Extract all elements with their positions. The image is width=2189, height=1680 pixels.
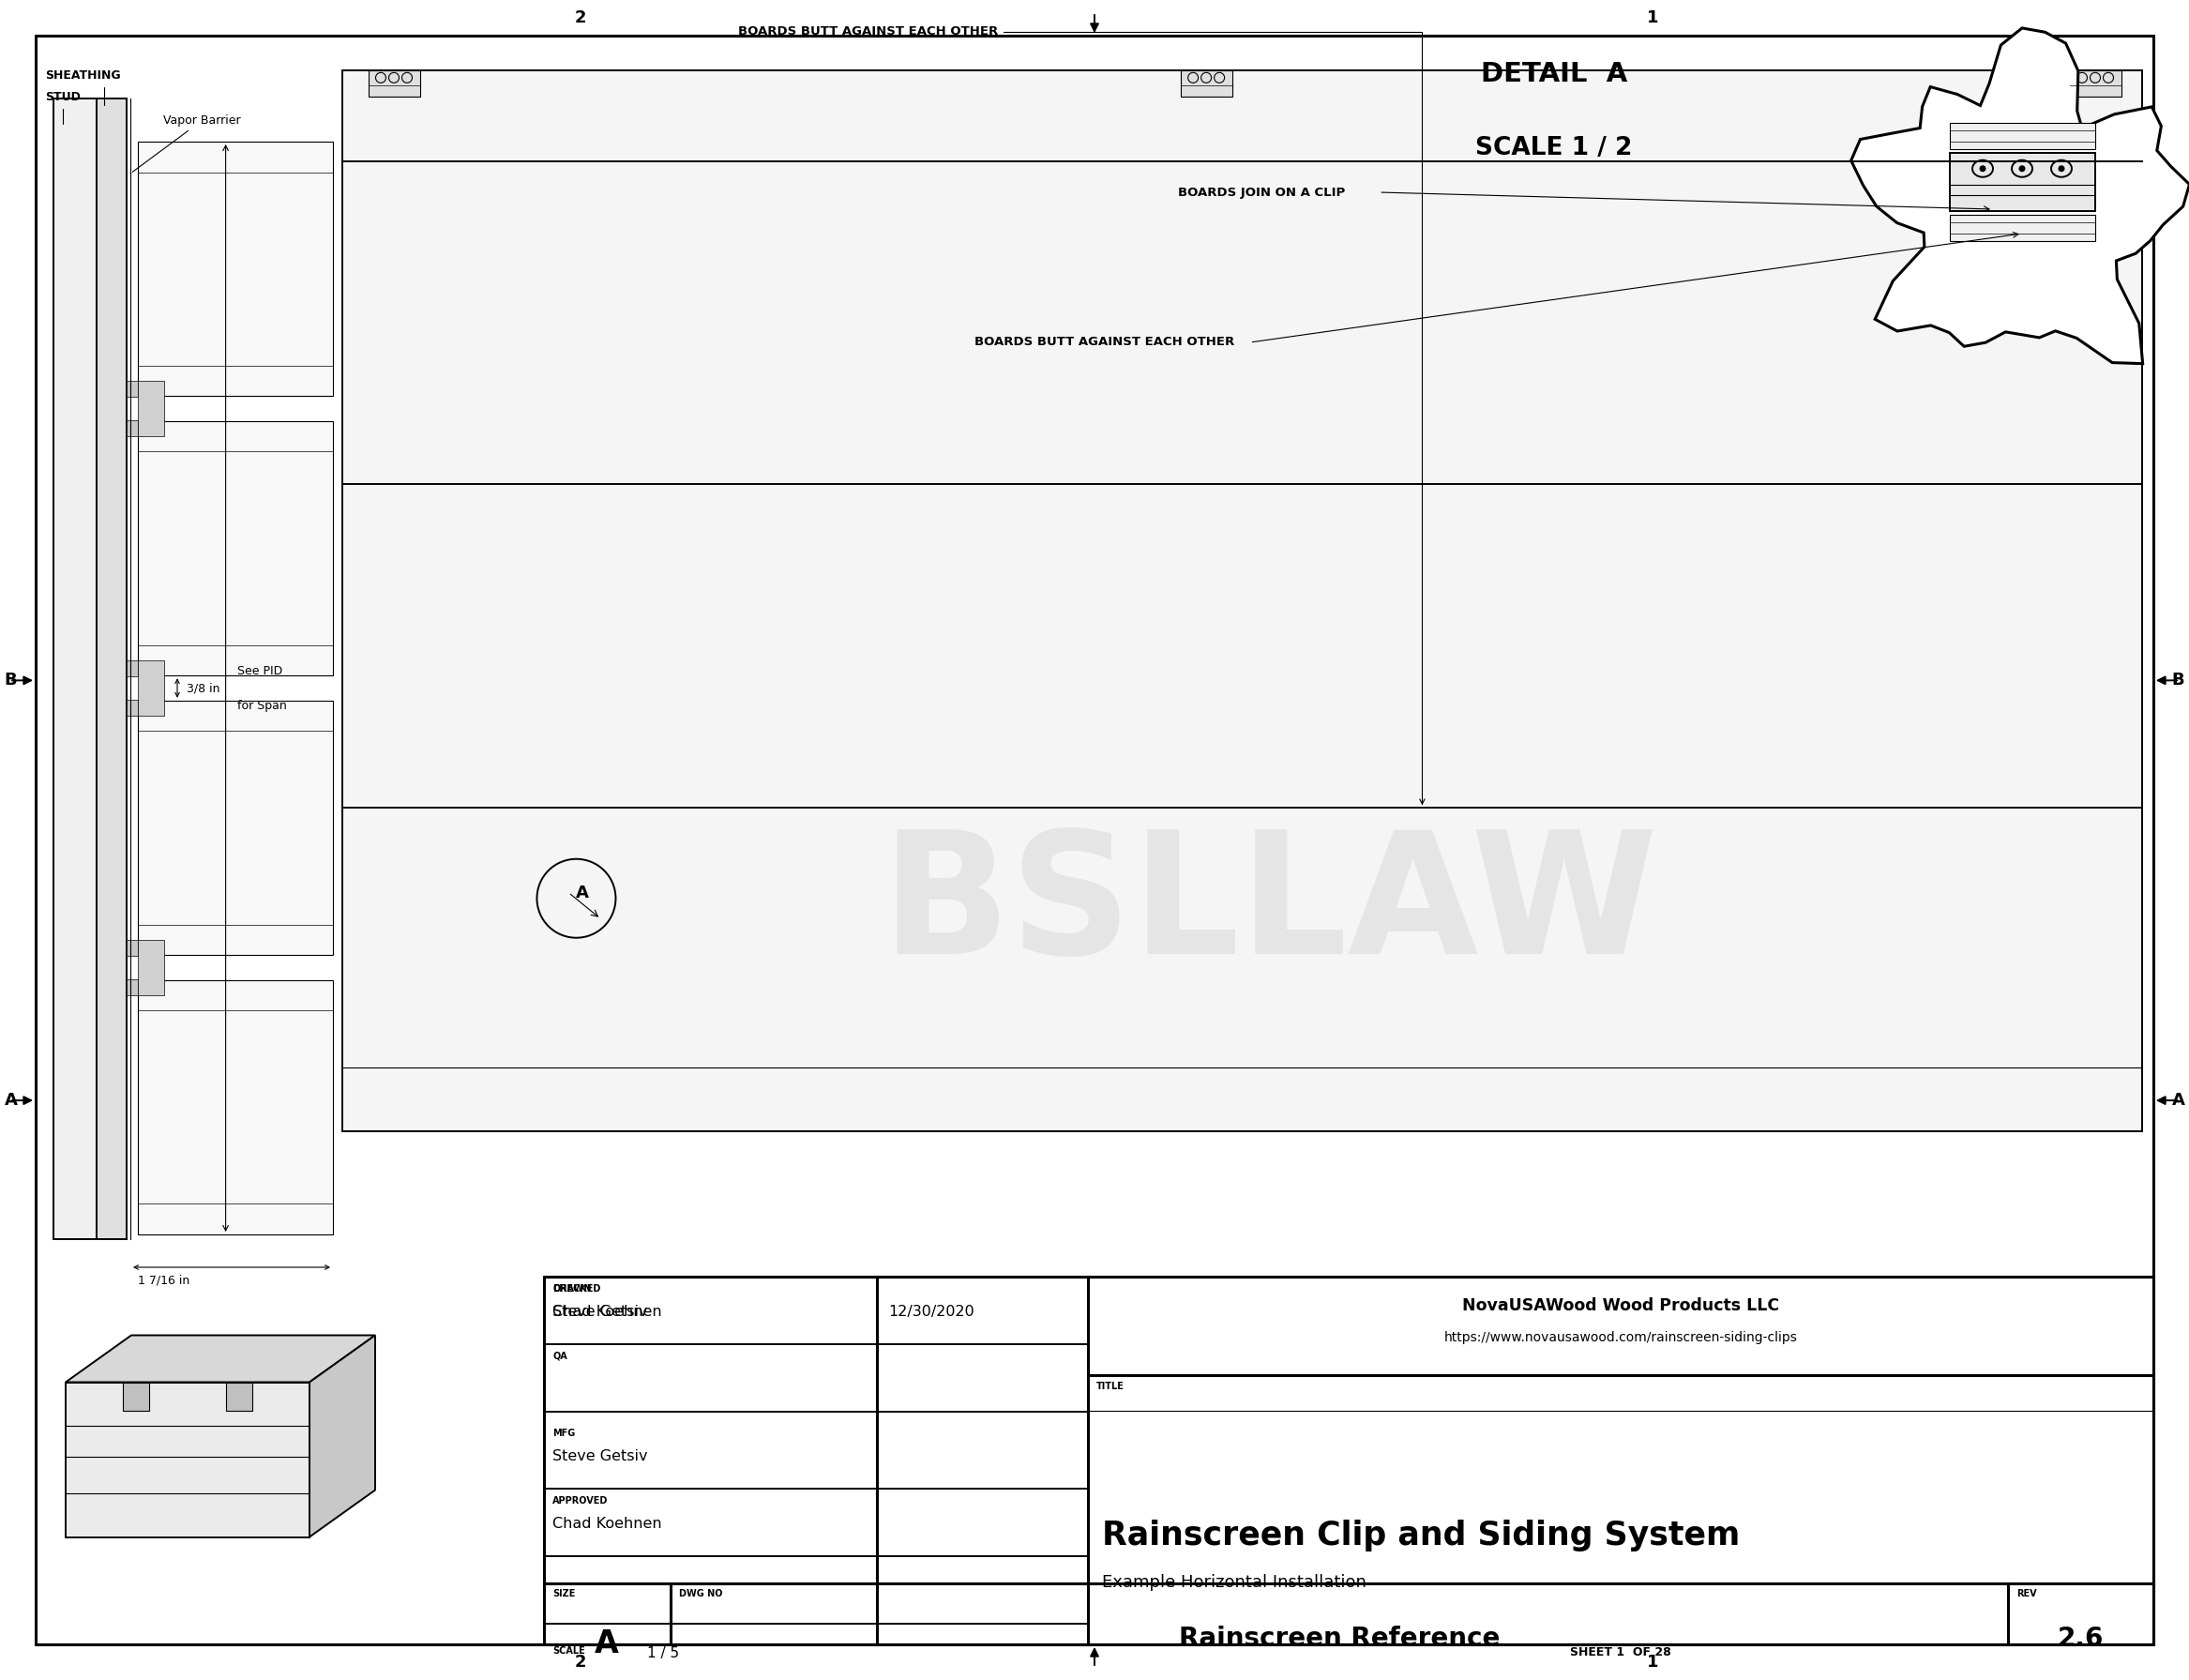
Text: 1: 1 xyxy=(1646,10,1659,27)
Text: DWG NO: DWG NO xyxy=(679,1589,722,1598)
Text: REV: REV xyxy=(2016,1589,2036,1598)
Polygon shape xyxy=(123,1383,149,1410)
Bar xyxy=(53,99,96,1240)
Text: Chad Koehnen: Chad Koehnen xyxy=(552,1305,661,1319)
Polygon shape xyxy=(225,1383,252,1410)
Polygon shape xyxy=(309,1336,374,1537)
Bar xyxy=(96,99,127,1240)
Text: A: A xyxy=(595,1628,619,1660)
Bar xyxy=(127,701,138,716)
Text: 3/8 in: 3/8 in xyxy=(186,682,219,694)
Text: A: A xyxy=(4,1092,18,1109)
Text: QA: QA xyxy=(552,1352,567,1361)
Text: 1 7/16 in: 1 7/16 in xyxy=(138,1275,190,1287)
Bar xyxy=(127,420,138,437)
Text: 2: 2 xyxy=(574,10,587,27)
Polygon shape xyxy=(66,1336,374,1383)
Bar xyxy=(138,381,164,437)
Text: B: B xyxy=(2171,672,2185,689)
Text: 2: 2 xyxy=(574,1653,587,1670)
Text: Chad Koehnen: Chad Koehnen xyxy=(552,1517,661,1530)
Text: BSLLAW: BSLLAW xyxy=(882,825,1657,990)
Bar xyxy=(127,660,138,675)
Text: Vapor Barrier: Vapor Barrier xyxy=(134,114,241,171)
Text: Rainscreen Reference: Rainscreen Reference xyxy=(1178,1626,1499,1651)
Text: DETAIL  A: DETAIL A xyxy=(1482,60,1626,87)
Bar xyxy=(2069,71,2121,97)
Text: MFG: MFG xyxy=(552,1428,576,1438)
Bar xyxy=(138,141,333,396)
Text: 12/30/2020: 12/30/2020 xyxy=(889,1305,974,1319)
Bar xyxy=(127,381,138,396)
Text: BOARDS BUTT AGAINST EACH OTHER: BOARDS BUTT AGAINST EACH OTHER xyxy=(738,25,1425,805)
Text: DRAWN: DRAWN xyxy=(552,1284,591,1294)
Bar xyxy=(127,941,138,956)
Polygon shape xyxy=(1852,29,2189,363)
Polygon shape xyxy=(66,1383,309,1537)
Text: NovaUSAWood Wood Products LLC: NovaUSAWood Wood Products LLC xyxy=(1462,1297,1780,1314)
Text: B: B xyxy=(4,672,18,689)
Bar xyxy=(138,701,333,954)
Bar xyxy=(1950,123,2095,150)
Text: See PID: See PID xyxy=(236,665,282,677)
Text: SIZE: SIZE xyxy=(552,1589,576,1598)
Bar xyxy=(1950,153,2095,212)
Bar xyxy=(1950,215,2095,240)
Text: STUD: STUD xyxy=(46,91,81,124)
Bar xyxy=(138,941,164,995)
Text: 2.6: 2.6 xyxy=(2058,1626,2104,1651)
Text: Steve Getsiv: Steve Getsiv xyxy=(552,1305,648,1319)
Text: Rainscreen Clip and Siding System: Rainscreen Clip and Siding System xyxy=(1101,1520,1740,1552)
Text: SCALE 1 / 2: SCALE 1 / 2 xyxy=(1475,136,1633,160)
Text: SCALE: SCALE xyxy=(552,1646,584,1655)
Text: https://www.novausawood.com/rainscreen-siding-clips: https://www.novausawood.com/rainscreen-s… xyxy=(1445,1331,1797,1344)
Text: A: A xyxy=(2171,1092,2185,1109)
Text: for Span: for Span xyxy=(236,699,287,712)
Text: Steve Getsiv: Steve Getsiv xyxy=(552,1450,648,1463)
Bar xyxy=(127,979,138,995)
Text: 1 / 5: 1 / 5 xyxy=(648,1646,679,1660)
Text: 1: 1 xyxy=(1646,1653,1659,1670)
Text: Example Horizontal Installation: Example Horizontal Installation xyxy=(1101,1574,1366,1591)
Circle shape xyxy=(1979,165,1985,171)
Bar xyxy=(545,1277,2154,1645)
Bar xyxy=(138,979,333,1235)
Bar xyxy=(341,71,2143,1131)
Bar xyxy=(368,71,420,97)
Circle shape xyxy=(2018,165,2025,171)
Text: A: A xyxy=(576,884,589,900)
Text: APPROVED: APPROVED xyxy=(552,1497,609,1505)
Bar xyxy=(138,422,333,675)
Text: BOARDS BUTT AGAINST EACH OTHER: BOARDS BUTT AGAINST EACH OTHER xyxy=(974,336,1235,348)
Text: SHEATHING: SHEATHING xyxy=(46,69,120,106)
Text: TITLE: TITLE xyxy=(1097,1381,1125,1391)
Circle shape xyxy=(2058,165,2064,171)
Text: SHEET 1  OF 28: SHEET 1 OF 28 xyxy=(1570,1646,1670,1658)
Text: CHECKED: CHECKED xyxy=(552,1284,600,1294)
Text: BOARDS JOIN ON A CLIP: BOARDS JOIN ON A CLIP xyxy=(1178,186,1344,198)
Bar xyxy=(138,660,164,716)
Bar xyxy=(1180,71,1232,97)
